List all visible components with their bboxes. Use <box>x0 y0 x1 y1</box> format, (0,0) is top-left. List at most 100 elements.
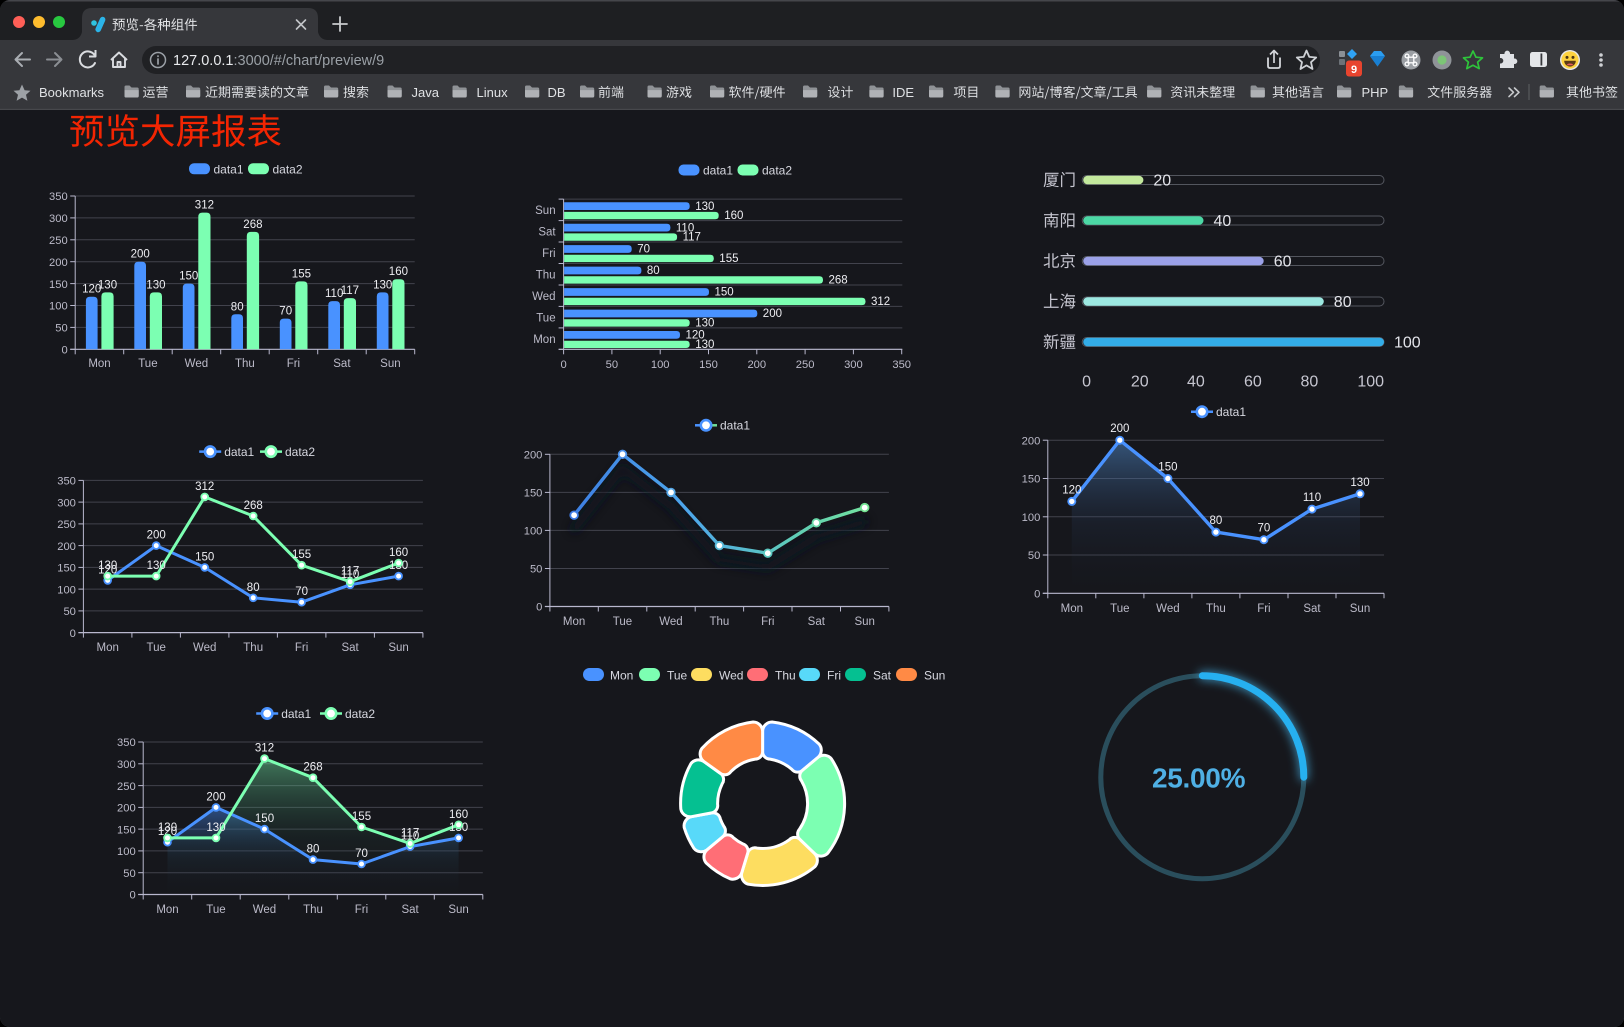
svg-text:100: 100 <box>117 846 136 858</box>
svg-text:155: 155 <box>352 811 371 823</box>
svg-text:80: 80 <box>307 844 320 856</box>
svg-text:0: 0 <box>536 602 542 614</box>
svg-text:Sat: Sat <box>333 358 351 370</box>
svg-text:150: 150 <box>255 813 274 825</box>
svg-text:0: 0 <box>1082 374 1091 391</box>
svg-text:117: 117 <box>401 828 419 840</box>
svg-text:Thu: Thu <box>235 358 255 370</box>
svg-text:312: 312 <box>195 200 214 212</box>
svg-text:Sat: Sat <box>808 616 826 628</box>
svg-text:Mon: Mon <box>610 669 633 683</box>
svg-text:0: 0 <box>560 359 566 371</box>
svg-text:150: 150 <box>715 287 734 299</box>
svg-text:Java: Java <box>412 85 440 100</box>
svg-text:50: 50 <box>63 606 75 618</box>
svg-text:Tue: Tue <box>1110 603 1129 615</box>
svg-text:Wed: Wed <box>193 642 216 654</box>
svg-text:200: 200 <box>147 530 166 542</box>
svg-text:200: 200 <box>206 791 225 803</box>
svg-text:Mon: Mon <box>97 642 119 654</box>
svg-text:200: 200 <box>524 450 543 462</box>
svg-text:Fri: Fri <box>827 669 841 683</box>
svg-text:150: 150 <box>524 488 543 500</box>
svg-text:25.00%: 25.00% <box>1152 763 1246 794</box>
svg-text:120: 120 <box>98 564 117 576</box>
svg-text:100: 100 <box>651 359 670 371</box>
svg-text:Fri: Fri <box>542 248 555 260</box>
svg-text:20: 20 <box>1153 173 1171 190</box>
svg-text:Tue: Tue <box>613 616 632 628</box>
svg-text:110: 110 <box>676 222 694 234</box>
svg-text:117: 117 <box>683 232 701 244</box>
svg-text:130: 130 <box>158 822 177 834</box>
svg-text:Wed: Wed <box>185 358 208 370</box>
svg-text:130: 130 <box>146 279 165 291</box>
svg-text:130: 130 <box>695 318 714 330</box>
svg-text:Linux: Linux <box>477 85 509 100</box>
svg-text:Mon: Mon <box>88 358 110 370</box>
svg-text:20: 20 <box>1131 374 1149 391</box>
svg-text:200: 200 <box>57 541 76 553</box>
svg-text:150: 150 <box>57 563 76 575</box>
svg-text:80: 80 <box>647 265 660 277</box>
svg-text:100: 100 <box>1357 374 1384 391</box>
svg-text:312: 312 <box>195 481 214 493</box>
svg-text:250: 250 <box>57 519 76 531</box>
svg-text:155: 155 <box>292 268 311 280</box>
svg-text:200: 200 <box>117 803 136 815</box>
svg-text:Tue: Tue <box>667 669 688 683</box>
svg-text:268: 268 <box>829 275 848 287</box>
svg-text:50: 50 <box>123 868 135 880</box>
svg-text:127.0.0.1:3000/#/chart/preview: 127.0.0.1:3000/#/chart/preview/9 <box>173 53 384 69</box>
svg-text:110: 110 <box>401 831 419 843</box>
svg-text:Sun: Sun <box>535 205 555 217</box>
svg-text:Thu: Thu <box>1206 603 1226 615</box>
svg-text:70: 70 <box>295 586 308 598</box>
svg-text:Sun: Sun <box>854 616 874 628</box>
svg-text:Sun: Sun <box>388 642 408 654</box>
svg-text:130: 130 <box>147 560 166 572</box>
svg-text:Sat: Sat <box>1303 603 1321 615</box>
svg-text:50: 50 <box>1028 550 1040 562</box>
svg-text:Fri: Fri <box>287 358 300 370</box>
svg-text:0: 0 <box>70 628 76 640</box>
svg-text:120: 120 <box>158 826 177 838</box>
svg-text:data2: data2 <box>273 163 303 177</box>
svg-text:Sun: Sun <box>448 904 468 916</box>
svg-text:Sat: Sat <box>341 642 359 654</box>
svg-text:100: 100 <box>57 584 76 596</box>
svg-text:Fri: Fri <box>761 616 774 628</box>
svg-text:data1: data1 <box>224 445 254 459</box>
svg-text:100: 100 <box>49 301 68 313</box>
svg-text:Thu: Thu <box>243 642 263 654</box>
svg-text:Mon: Mon <box>156 904 178 916</box>
svg-text:60: 60 <box>1274 254 1292 271</box>
svg-text:data1: data1 <box>1216 405 1246 419</box>
svg-text:0: 0 <box>129 890 135 902</box>
svg-text:200: 200 <box>1110 423 1129 435</box>
svg-text:350: 350 <box>892 359 911 371</box>
svg-text:150: 150 <box>1022 474 1041 486</box>
svg-text:Wed: Wed <box>719 669 743 683</box>
svg-text:data1: data1 <box>214 163 244 177</box>
svg-text:110: 110 <box>325 288 343 300</box>
svg-text:Mon: Mon <box>533 334 555 346</box>
svg-text:250: 250 <box>117 781 136 793</box>
svg-text:Mon: Mon <box>563 616 585 628</box>
svg-text:100: 100 <box>1394 335 1421 352</box>
svg-text:Thu: Thu <box>775 669 796 683</box>
svg-text:Thu: Thu <box>536 270 556 282</box>
svg-text:Sat: Sat <box>873 669 892 683</box>
svg-text:268: 268 <box>303 762 322 774</box>
svg-text:Fri: Fri <box>1257 603 1270 615</box>
svg-text:268: 268 <box>243 219 262 231</box>
svg-text:Tue: Tue <box>536 313 555 325</box>
svg-text:100: 100 <box>524 526 543 538</box>
svg-text:40: 40 <box>1214 213 1232 230</box>
svg-text:150: 150 <box>117 824 136 836</box>
svg-text:Bookmarks: Bookmarks <box>39 85 105 100</box>
svg-text:data1: data1 <box>703 164 733 178</box>
svg-text:150: 150 <box>1158 462 1177 474</box>
svg-text:155: 155 <box>719 253 738 265</box>
svg-text:50: 50 <box>606 359 618 371</box>
